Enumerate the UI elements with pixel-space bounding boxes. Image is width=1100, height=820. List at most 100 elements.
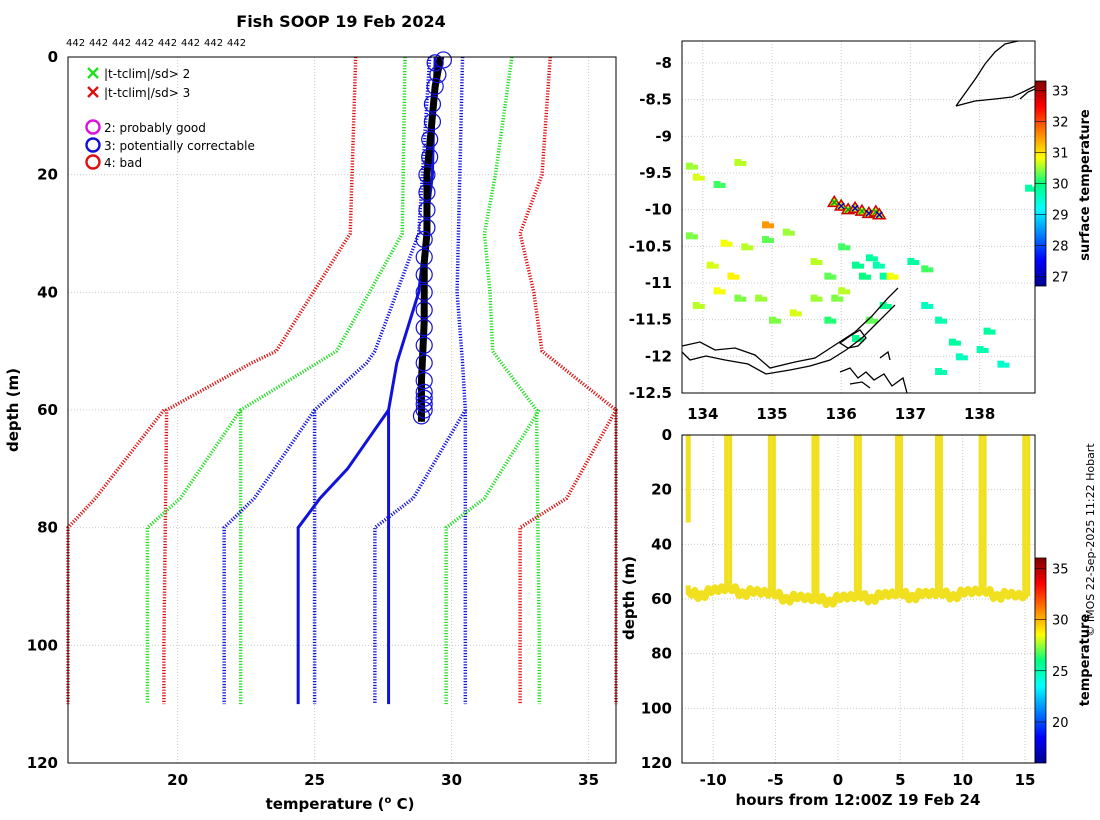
- sst-cell: [928, 267, 934, 273]
- legend-label: 4: bad: [104, 156, 142, 170]
- qc-circle: [421, 148, 439, 166]
- sst-cell: [859, 263, 865, 269]
- qc-circle: [418, 219, 436, 237]
- sst-cell: [692, 302, 700, 309]
- sst-cell: [720, 289, 726, 295]
- sst-cell: [734, 294, 742, 302]
- legend-item: 3: potentially correctable: [85, 137, 255, 153]
- series-observed-profiles: [417, 56, 445, 422]
- sst-cell: [762, 296, 768, 302]
- y-tick-label: 80: [37, 519, 58, 537]
- section-ylabel: depth (m): [620, 556, 638, 640]
- sst-cell: [845, 245, 851, 251]
- qc-circle: [415, 248, 433, 266]
- map-y-tick-label: -9.5: [639, 164, 672, 182]
- qc-circle: [415, 319, 433, 337]
- series-clim-2sd-outer: [145, 409, 243, 705]
- legend-label: 2: probably good: [104, 121, 206, 135]
- legend-item: |t-tclim|/sd> 3: [87, 86, 190, 100]
- sst-cell: [921, 302, 929, 309]
- sst-cell: [962, 355, 968, 361]
- map-x-tick-label: 137: [895, 405, 926, 423]
- map-panel: 134 135 136 137 138 -8 -8.5 -9 -9.5 -10 -10.5 -11 -1…: [629, 40, 1093, 423]
- qc-circle: [429, 66, 447, 84]
- sst-cell: [810, 294, 818, 302]
- sst-cell: [879, 263, 885, 269]
- qc-circle: [418, 166, 436, 184]
- profile-legend: |t-tclim|/sd> 2 |t-tclim|/sd> 3 2: probabl…: [85, 67, 255, 170]
- colorbar-tick-label: 25: [1052, 665, 1069, 680]
- sst-cell: [955, 340, 961, 346]
- sst-cell: [838, 287, 846, 295]
- sst-cell: [865, 316, 873, 324]
- sst-cell: [886, 304, 892, 309]
- sst-cell: [741, 243, 749, 251]
- sst-cell: [997, 360, 1005, 368]
- profile-frame: [67, 56, 617, 764]
- sst-cell: [727, 272, 735, 280]
- section-colorbar: [1034, 557, 1047, 764]
- sst-cell: [838, 243, 846, 251]
- legend-label: |t-tclim|/sd> 2: [104, 67, 190, 81]
- map-y-tick-label: -11: [645, 274, 672, 292]
- y-tick-label: 0: [48, 48, 58, 66]
- y-tick-label: 120: [27, 754, 58, 772]
- sst-cell: [699, 304, 705, 309]
- series-clim-2sd: [482, 56, 542, 705]
- qc-circle: [418, 201, 436, 219]
- qc-circle: [415, 283, 433, 301]
- sst-cell: [872, 261, 880, 269]
- colorbar-tick-label: 31: [1052, 146, 1069, 161]
- qc-circle: [426, 54, 444, 72]
- section-y-tick-label: 80: [651, 645, 672, 663]
- map-x-tick-label: 136: [826, 405, 857, 423]
- series-clim-1sd-outer: [222, 409, 317, 705]
- qc-circle: [415, 354, 433, 372]
- qc-circle: [415, 371, 433, 390]
- sst-cell: [775, 318, 781, 324]
- map-x-tick-label: 134: [687, 405, 718, 423]
- map-y-tick-label: -11.5: [629, 311, 672, 329]
- track-cross: [875, 211, 883, 219]
- section-colorbar-label: temperature: [1078, 614, 1093, 707]
- qc-circle: [423, 113, 442, 131]
- sst-cell: [741, 296, 747, 302]
- sst-cell: [893, 274, 899, 280]
- sst-cell: [858, 272, 866, 280]
- sst-cell: [762, 221, 770, 229]
- map-ticks: 134 135 136 137 138 -8 -8.5 -9 -9.5 -10 -10.5 -11 -1…: [629, 54, 996, 423]
- sst-cell: [713, 287, 721, 295]
- section-x-tick-label: 5: [895, 771, 905, 789]
- x-tick-label: 35: [578, 771, 599, 789]
- series-clim-1sd-lower: [373, 409, 467, 705]
- count-label: 442: [181, 38, 200, 49]
- sst-cell: [935, 368, 943, 375]
- sst-cell: [692, 173, 700, 181]
- sst-cell: [685, 162, 693, 170]
- sst-cell: [1025, 184, 1033, 192]
- sst-cell: [872, 318, 878, 324]
- sst-cell: [921, 265, 929, 273]
- colorbar-tick-label: 20: [1052, 716, 1069, 731]
- profile-count-labels: 442 442 442 442 442 442 442 442: [66, 38, 246, 49]
- sst-cell: [907, 258, 915, 265]
- sst-cell: [734, 274, 740, 280]
- sst-cell: [824, 316, 832, 324]
- count-label: 442: [66, 38, 85, 49]
- sst-cell: [685, 232, 693, 240]
- sst-cell: [976, 346, 984, 353]
- series-clim-2sd: [238, 56, 407, 705]
- qc-circle: [415, 389, 433, 407]
- sst-cell: [859, 337, 865, 342]
- qc-circle: [415, 383, 433, 401]
- sst-cell: [817, 260, 823, 265]
- qc-circles: [412, 51, 452, 425]
- sst-cell: [720, 183, 726, 188]
- count-label: 442: [112, 38, 131, 49]
- sst-cell: [852, 261, 860, 269]
- series-clim-1sd: [455, 56, 468, 705]
- series-clim-3sd-outer: [66, 408, 166, 705]
- map-y-tick-label: -12.5: [629, 384, 672, 402]
- sst-cell: [810, 258, 818, 265]
- sst-cell: [699, 175, 705, 181]
